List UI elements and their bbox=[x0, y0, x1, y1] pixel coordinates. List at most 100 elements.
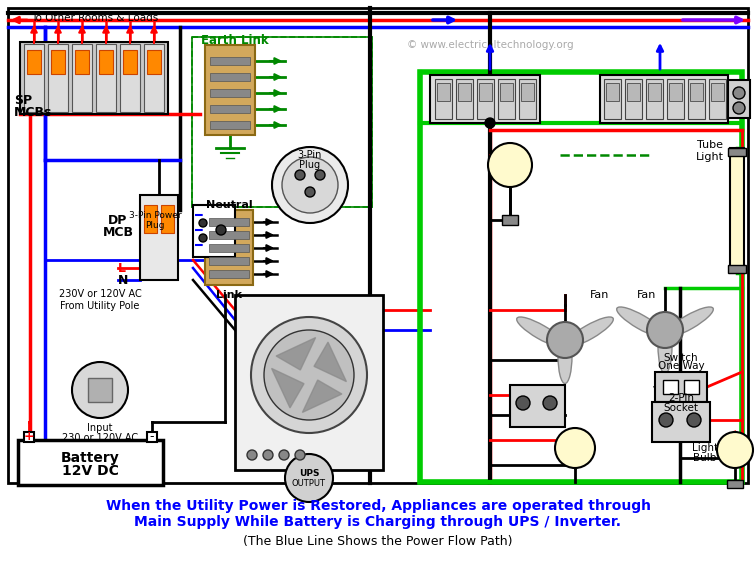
Circle shape bbox=[733, 102, 745, 114]
Bar bbox=[123, 50, 137, 74]
Circle shape bbox=[733, 87, 745, 99]
Circle shape bbox=[687, 413, 701, 427]
Text: N: N bbox=[118, 274, 129, 287]
Bar bbox=[502, 215, 518, 225]
Bar bbox=[435, 79, 452, 119]
Bar bbox=[72, 44, 92, 112]
Bar bbox=[456, 79, 473, 119]
Text: Switch: Switch bbox=[664, 353, 699, 363]
Bar bbox=[147, 50, 161, 74]
Circle shape bbox=[72, 362, 128, 418]
Circle shape bbox=[199, 234, 207, 242]
Bar bbox=[20, 42, 168, 114]
Text: One Way: One Way bbox=[658, 361, 705, 371]
Bar bbox=[51, 50, 65, 74]
Bar bbox=[210, 121, 250, 129]
Text: -: - bbox=[150, 431, 154, 444]
Bar bbox=[648, 83, 661, 101]
Text: Link: Link bbox=[216, 290, 242, 300]
Bar bbox=[625, 79, 642, 119]
Bar bbox=[18, 440, 163, 485]
Bar bbox=[684, 380, 699, 394]
Bar bbox=[209, 244, 249, 252]
Circle shape bbox=[282, 157, 338, 213]
Bar bbox=[458, 83, 471, 101]
Bar bbox=[210, 105, 250, 113]
Text: Main Supply While Battery is Charging through UPS / Inverter.: Main Supply While Battery is Charging th… bbox=[135, 515, 621, 529]
Bar bbox=[205, 210, 253, 285]
Bar bbox=[627, 83, 640, 101]
Text: Plug: Plug bbox=[145, 220, 165, 230]
Text: MCBs: MCBs bbox=[14, 105, 52, 118]
Bar bbox=[192, 37, 372, 207]
Bar bbox=[727, 480, 743, 488]
Bar bbox=[75, 50, 89, 74]
Circle shape bbox=[547, 322, 583, 358]
Text: SP: SP bbox=[14, 94, 32, 107]
Bar bbox=[604, 79, 621, 119]
Bar bbox=[709, 79, 726, 119]
Bar bbox=[479, 83, 492, 101]
Bar bbox=[210, 73, 250, 81]
Text: MCB: MCB bbox=[103, 226, 134, 239]
Circle shape bbox=[659, 413, 673, 427]
Bar bbox=[519, 79, 536, 119]
Circle shape bbox=[543, 396, 557, 410]
Bar bbox=[667, 79, 684, 119]
Bar bbox=[140, 195, 178, 280]
Bar bbox=[192, 37, 372, 207]
Bar bbox=[209, 257, 249, 265]
Text: 3-Pin Power: 3-Pin Power bbox=[129, 210, 181, 220]
Bar bbox=[96, 44, 116, 112]
Ellipse shape bbox=[565, 317, 613, 347]
Ellipse shape bbox=[665, 307, 714, 337]
Bar bbox=[646, 79, 663, 119]
Circle shape bbox=[295, 170, 305, 180]
Bar bbox=[711, 83, 724, 101]
Bar bbox=[688, 79, 705, 119]
Circle shape bbox=[488, 143, 532, 187]
Circle shape bbox=[559, 334, 571, 346]
Text: Input: Input bbox=[87, 423, 113, 433]
Bar bbox=[144, 205, 157, 233]
Polygon shape bbox=[276, 338, 315, 370]
Bar bbox=[728, 265, 746, 273]
Ellipse shape bbox=[516, 317, 565, 347]
Text: © www.electricaltechnology.org: © www.electricaltechnology.org bbox=[407, 40, 573, 50]
Text: Fan: Fan bbox=[637, 290, 657, 300]
Text: Tube: Tube bbox=[697, 140, 723, 150]
Text: 2-Pin: 2-Pin bbox=[668, 393, 694, 403]
Text: L: L bbox=[118, 261, 126, 274]
Bar bbox=[655, 372, 707, 402]
Bar bbox=[193, 205, 235, 257]
Bar bbox=[147, 432, 157, 442]
Bar bbox=[209, 270, 249, 278]
Circle shape bbox=[264, 330, 354, 420]
Circle shape bbox=[305, 187, 315, 197]
Text: DP: DP bbox=[108, 213, 128, 227]
Bar bbox=[663, 380, 678, 394]
Circle shape bbox=[251, 317, 367, 433]
Polygon shape bbox=[302, 380, 342, 413]
Bar bbox=[209, 218, 249, 226]
Bar bbox=[88, 378, 112, 402]
Bar bbox=[728, 148, 746, 156]
Text: 3-Pin: 3-Pin bbox=[298, 150, 322, 160]
Bar bbox=[730, 148, 744, 273]
Bar bbox=[161, 205, 174, 233]
Polygon shape bbox=[314, 342, 346, 381]
Polygon shape bbox=[271, 369, 304, 408]
Text: To Other Rooms & Loads: To Other Rooms & Loads bbox=[32, 13, 159, 23]
Text: +: + bbox=[23, 431, 34, 444]
Circle shape bbox=[216, 225, 226, 235]
Circle shape bbox=[315, 170, 325, 180]
Circle shape bbox=[516, 396, 530, 410]
Bar bbox=[500, 83, 513, 101]
Bar bbox=[521, 83, 534, 101]
Text: Bulb: Bulb bbox=[693, 453, 717, 463]
Circle shape bbox=[279, 450, 289, 460]
Bar bbox=[99, 50, 113, 74]
Text: Light: Light bbox=[692, 443, 718, 453]
Text: OUTPUT: OUTPUT bbox=[292, 479, 326, 488]
Text: Battery: Battery bbox=[60, 451, 119, 465]
